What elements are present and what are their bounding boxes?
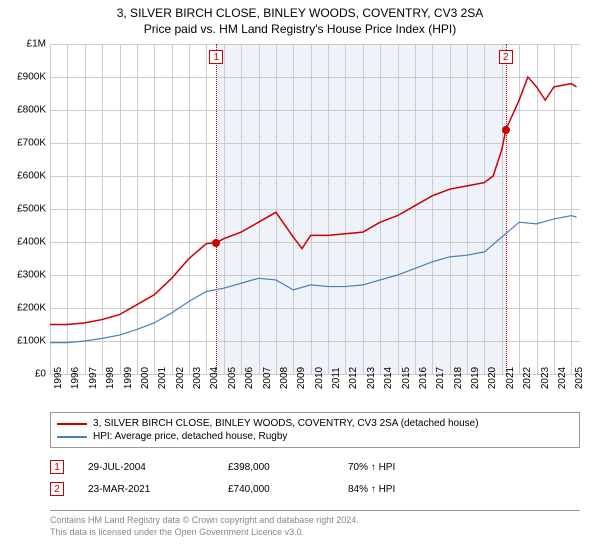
legend-row-property: 3, SILVER BIRCH CLOSE, BINLEY WOODS, COV… — [57, 417, 573, 430]
y-tick-label: £100K — [2, 336, 46, 347]
legend-row-hpi: HPI: Average price, detached house, Rugb… — [57, 430, 573, 443]
legend-swatch-property — [57, 423, 87, 425]
y-tick-label: £900K — [2, 72, 46, 83]
x-tick-label: 1999 — [123, 367, 134, 389]
sales-price-1: £398,000 — [228, 462, 348, 473]
sales-row-1: 1 29-JUL-2004 £398,000 70% ↑ HPI — [50, 456, 580, 478]
x-tick-label: 2003 — [192, 367, 203, 389]
title-address: 3, SILVER BIRCH CLOSE, BINLEY WOODS, COV… — [0, 6, 600, 20]
y-tick-label: £1M — [2, 39, 46, 50]
x-tick-label: 1995 — [53, 367, 64, 389]
sales-hpi-1: 70% ↑ HPI — [348, 462, 468, 473]
y-tick-label: £800K — [2, 105, 46, 116]
x-tick-label: 2018 — [453, 367, 464, 389]
y-tick-label: £300K — [2, 270, 46, 281]
legend-label-hpi: HPI: Average price, detached house, Rugb… — [93, 431, 287, 442]
legend-box: 3, SILVER BIRCH CLOSE, BINLEY WOODS, COV… — [50, 412, 580, 448]
x-tick-label: 2022 — [522, 367, 533, 389]
y-tick-label: £200K — [2, 303, 46, 314]
x-tick-label: 2006 — [244, 367, 255, 389]
x-tick-label: 2014 — [383, 367, 394, 389]
x-tick-label: 2016 — [418, 367, 429, 389]
chart-lines — [50, 44, 580, 374]
sales-date-2: 23-MAR-2021 — [88, 484, 228, 495]
y-tick-label: £700K — [2, 138, 46, 149]
sales-date-1: 29-JUL-2004 — [88, 462, 228, 473]
x-tick-label: 2013 — [366, 367, 377, 389]
footer-line1: Contains HM Land Registry data © Crown c… — [50, 515, 580, 527]
footer-line2: This data is licensed under the Open Gov… — [50, 527, 580, 539]
x-tick-label: 2011 — [331, 367, 342, 389]
title-block: 3, SILVER BIRCH CLOSE, BINLEY WOODS, COV… — [0, 0, 600, 38]
sales-row-2: 2 23-MAR-2021 £740,000 84% ↑ HPI — [50, 478, 580, 500]
x-tick-label: 2017 — [435, 367, 446, 389]
x-tick-label: 2015 — [401, 367, 412, 389]
sales-marker-2: 2 — [50, 482, 64, 496]
legend-label-property: 3, SILVER BIRCH CLOSE, BINLEY WOODS, COV… — [93, 418, 479, 429]
x-tick-label: 2008 — [279, 367, 290, 389]
x-tick-label: 2000 — [140, 367, 151, 389]
y-tick-label: £400K — [2, 237, 46, 248]
x-tick-label: 1996 — [70, 367, 81, 389]
x-tick-label: 2001 — [157, 367, 168, 389]
sales-marker-1: 1 — [50, 460, 64, 474]
x-tick-label: 2019 — [470, 367, 481, 389]
x-tick-label: 2025 — [574, 367, 585, 389]
x-tick-label: 2005 — [227, 367, 238, 389]
sales-hpi-2: 84% ↑ HPI — [348, 484, 468, 495]
legend-swatch-hpi — [57, 436, 87, 438]
footer: Contains HM Land Registry data © Crown c… — [50, 510, 580, 538]
chart-container: 3, SILVER BIRCH CLOSE, BINLEY WOODS, COV… — [0, 0, 600, 560]
x-tick-label: 1998 — [105, 367, 116, 389]
series-line-property — [50, 77, 577, 325]
x-tick-label: 2023 — [540, 367, 551, 389]
y-tick-label: £0 — [2, 369, 46, 380]
x-tick-label: 2002 — [175, 367, 186, 389]
sales-table: 1 29-JUL-2004 £398,000 70% ↑ HPI 2 23-MA… — [50, 456, 580, 500]
x-tick-label: 1997 — [88, 367, 99, 389]
x-tick-label: 2010 — [314, 367, 325, 389]
x-tick-label: 2024 — [557, 367, 568, 389]
x-tick-label: 2009 — [296, 367, 307, 389]
x-tick-label: 2007 — [262, 367, 273, 389]
x-tick-label: 2004 — [209, 367, 220, 389]
x-tick-label: 2021 — [505, 367, 516, 389]
plot-area: 12 £0£100K£200K£300K£400K£500K£600K£700K… — [50, 44, 580, 374]
sales-price-2: £740,000 — [228, 484, 348, 495]
x-tick-label: 2020 — [487, 367, 498, 389]
y-tick-label: £500K — [2, 204, 46, 215]
y-tick-label: £600K — [2, 171, 46, 182]
title-subtitle: Price paid vs. HM Land Registry's House … — [0, 22, 600, 36]
x-tick-label: 2012 — [348, 367, 359, 389]
